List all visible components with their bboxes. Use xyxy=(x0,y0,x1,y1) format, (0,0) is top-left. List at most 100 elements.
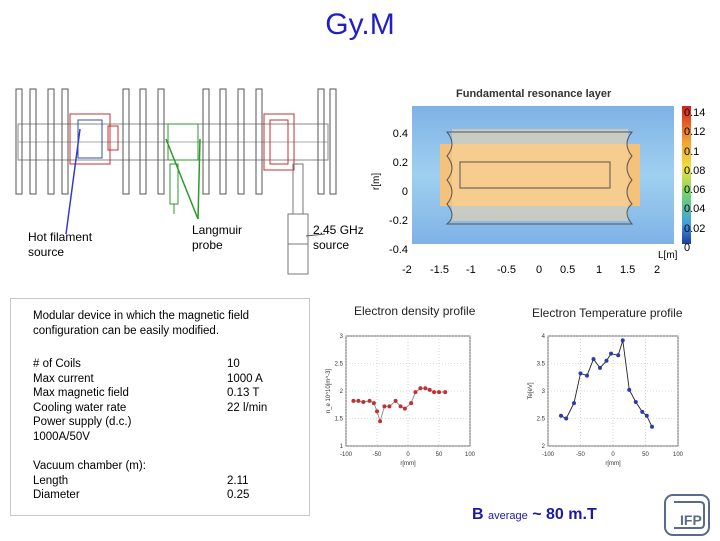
colorbar-tick: 0.06 xyxy=(684,184,706,197)
temperature-chart-title: Electron Temperature profile xyxy=(532,306,683,320)
resonance-y-tick: 0.2 xyxy=(392,157,408,169)
spec-row: Max current 1000 A xyxy=(33,372,263,385)
resonance-y-tick: 0.4 xyxy=(392,128,408,140)
y-tick-label: 3 xyxy=(542,389,546,395)
resonance-x-tick: 1 xyxy=(596,264,603,276)
page-title: Gy.M xyxy=(325,8,395,41)
resonance-x-tick: -0.5 xyxy=(497,264,516,276)
colorbar-tick: 0.12 xyxy=(684,126,706,139)
x-tick-label: -50 xyxy=(576,452,585,458)
colorbar-tick: 0 xyxy=(684,242,691,255)
data-point xyxy=(559,413,563,418)
resonance-x-tick: -1 xyxy=(466,264,476,276)
data-point xyxy=(564,416,569,421)
x-tick-label: 100 xyxy=(673,452,684,458)
data-point xyxy=(398,404,403,409)
x-tick-label: 50 xyxy=(436,452,443,458)
data-point xyxy=(432,390,437,395)
ghz-source-label: 2.45 GHz source xyxy=(313,223,364,252)
x-tick-label: -100 xyxy=(542,452,555,458)
data-point xyxy=(443,390,448,395)
data-point xyxy=(378,419,383,424)
data-point xyxy=(650,424,654,429)
colorbar-tick: 0.08 xyxy=(684,164,706,177)
data-point xyxy=(598,365,602,370)
resonance-x-tick: 2 xyxy=(654,264,661,276)
x-axis-label: r[mm] xyxy=(400,461,416,467)
data-point xyxy=(423,386,428,391)
spec-row: # of Coils 10 xyxy=(33,358,240,370)
data-point xyxy=(375,409,379,414)
spec-row: Cooling water rate 22 l/min xyxy=(33,401,268,414)
resonance-plot-title: Fundamental resonance layer xyxy=(456,88,612,100)
vacuum-row: Length 2.11 xyxy=(33,474,249,487)
y-tick-label: 1.5 xyxy=(335,417,344,423)
data-point xyxy=(633,400,638,404)
resonance-heatmap xyxy=(412,106,691,244)
colorbar-tick: 0.14 xyxy=(684,107,706,119)
temperature-profile-chart: -100 -50 0 50 100 2 2.5 3 3.5 4 r[mm] Te[eV] xyxy=(528,334,684,467)
data-point xyxy=(437,390,441,395)
y-tick-label: 2.5 xyxy=(335,362,344,368)
vacuum-row: Diameter 0.25 xyxy=(33,489,250,501)
data-point xyxy=(427,387,432,392)
data-point xyxy=(609,351,614,356)
spec-row: 1000A/50V xyxy=(33,430,90,443)
x-tick-label: -50 xyxy=(373,452,382,458)
resonance-x-tick: 0 xyxy=(536,264,543,276)
data-point xyxy=(356,398,361,403)
data-point xyxy=(578,371,583,376)
resonance-y-tick: -0.2 xyxy=(389,215,408,227)
data-point xyxy=(409,401,414,406)
y-tick-label: 2 xyxy=(340,389,344,395)
data-point xyxy=(371,401,376,406)
x-axis-label: r[mm] xyxy=(605,461,621,467)
langmuir-probe-label: Langmuir probe xyxy=(192,223,243,252)
resonance-y-ticks: 0.4 0.2 0 -0.2 -0.4 xyxy=(388,120,408,265)
data-point xyxy=(627,387,632,392)
data-point xyxy=(640,409,645,414)
data-point xyxy=(382,404,387,409)
resonance-y-tick: 0 xyxy=(401,186,408,198)
y-tick-label: 3 xyxy=(340,334,344,340)
ifp-logo-text: IFP xyxy=(680,512,702,528)
data-point xyxy=(418,386,423,391)
y-tick-label: 2.5 xyxy=(537,417,546,423)
spec-table: # of Coils 10 Max current 1000 A Max magne… xyxy=(33,357,293,444)
data-point xyxy=(585,373,589,378)
resonance-x-label: L[m] xyxy=(658,250,678,261)
device-description: Modular device in which the magnetic fie… xyxy=(33,310,250,337)
data-point xyxy=(644,413,649,418)
y-tick-label: 4 xyxy=(542,334,546,340)
x-tick-label: 0 xyxy=(406,452,410,458)
spec-panel: Modular device in which the magnetic fie… xyxy=(10,298,310,516)
x-tick-label: 50 xyxy=(642,452,649,458)
resonance-y-label: r[m] xyxy=(371,172,383,191)
resonance-x-tick: 1.5 xyxy=(620,264,636,276)
colorbar-tick: 0.04 xyxy=(684,203,706,216)
x-tick-label: 0 xyxy=(611,452,615,458)
density-chart-title: Electron density profile xyxy=(354,304,476,318)
ifp-logo-mark xyxy=(664,494,710,536)
colorbar-tick: 0.02 xyxy=(684,222,706,235)
device-schematic xyxy=(15,88,337,275)
data-point xyxy=(402,406,407,411)
x-tick-label: -100 xyxy=(340,452,353,458)
colorbar-ticks: 0.14 0.12 0.1 0.08 0.06 0.04 0.02 0 xyxy=(684,104,705,258)
data-point xyxy=(604,358,609,363)
data-point xyxy=(620,338,625,343)
series-line xyxy=(353,387,446,423)
data-point xyxy=(616,353,621,358)
y-tick-label: 1 xyxy=(340,444,344,450)
data-point xyxy=(393,398,398,403)
spec-row: Max magnetic field 0.13 T xyxy=(33,387,260,399)
y-axis-label: Te[eV] xyxy=(528,382,534,399)
data-point xyxy=(572,401,576,406)
vacuum-table: Vacuum chamber (m): Length 2.11 Diameter 0… xyxy=(33,459,293,503)
x-tick-label: 100 xyxy=(465,452,476,458)
y-tick-label: 3.5 xyxy=(537,362,546,368)
data-point xyxy=(591,357,596,362)
hot-filament-label: Hot filament source xyxy=(28,230,93,259)
resonance-x-tick: 0.5 xyxy=(560,264,576,276)
series-line xyxy=(560,340,653,427)
